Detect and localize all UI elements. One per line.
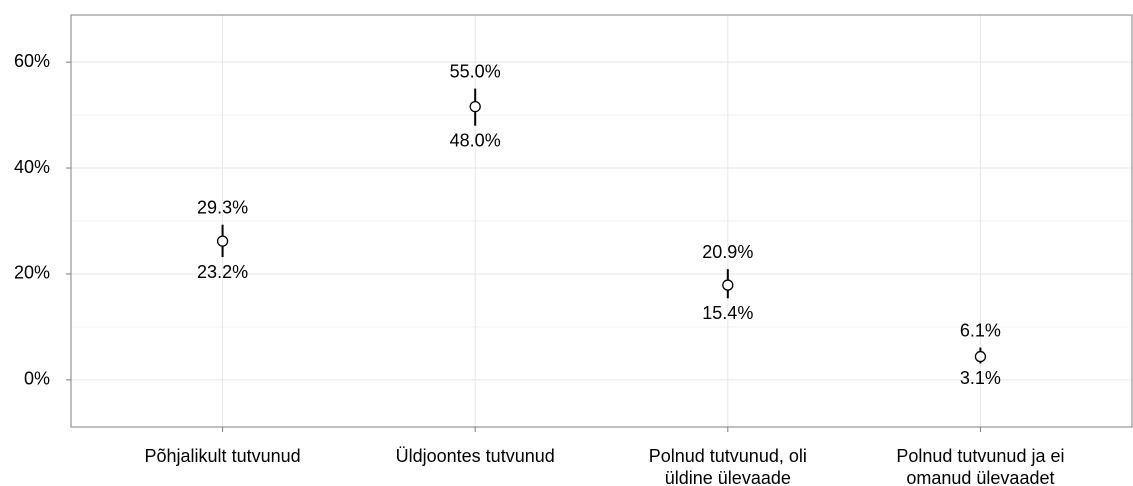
y-tick-label: 20% <box>14 263 50 283</box>
y-tick-label: 0% <box>24 369 50 389</box>
lower-label: 48.0% <box>450 130 501 150</box>
x-tick-label: Üldjoontes tutvunud <box>396 446 555 466</box>
point <box>216 235 229 247</box>
panel-border <box>70 14 1133 428</box>
lower-label: 23.2% <box>197 262 248 282</box>
upper-label: 29.3% <box>197 197 248 217</box>
x-tick-label: Polnud tutvunud ja ei <box>896 446 1064 466</box>
point <box>974 350 987 363</box>
y-tick-label: 40% <box>14 157 50 177</box>
x-tick-label: Polnud tutvunud, oli <box>649 446 807 466</box>
lower-label: 15.4% <box>702 303 753 323</box>
upper-label: 6.1% <box>960 320 1001 340</box>
lower-label: 3.1% <box>960 368 1001 388</box>
point <box>722 279 734 291</box>
upper-label: 55.0% <box>450 61 501 81</box>
y-tick-label: 60% <box>14 51 50 71</box>
x-tick-label: üldine ülevaade <box>665 468 791 486</box>
upper-label: 20.9% <box>702 242 753 262</box>
point <box>469 100 481 113</box>
x-tick-label: Põhjalikult tutvunud <box>145 446 301 466</box>
x-tick-label: omanud ülevaadet <box>906 468 1054 486</box>
